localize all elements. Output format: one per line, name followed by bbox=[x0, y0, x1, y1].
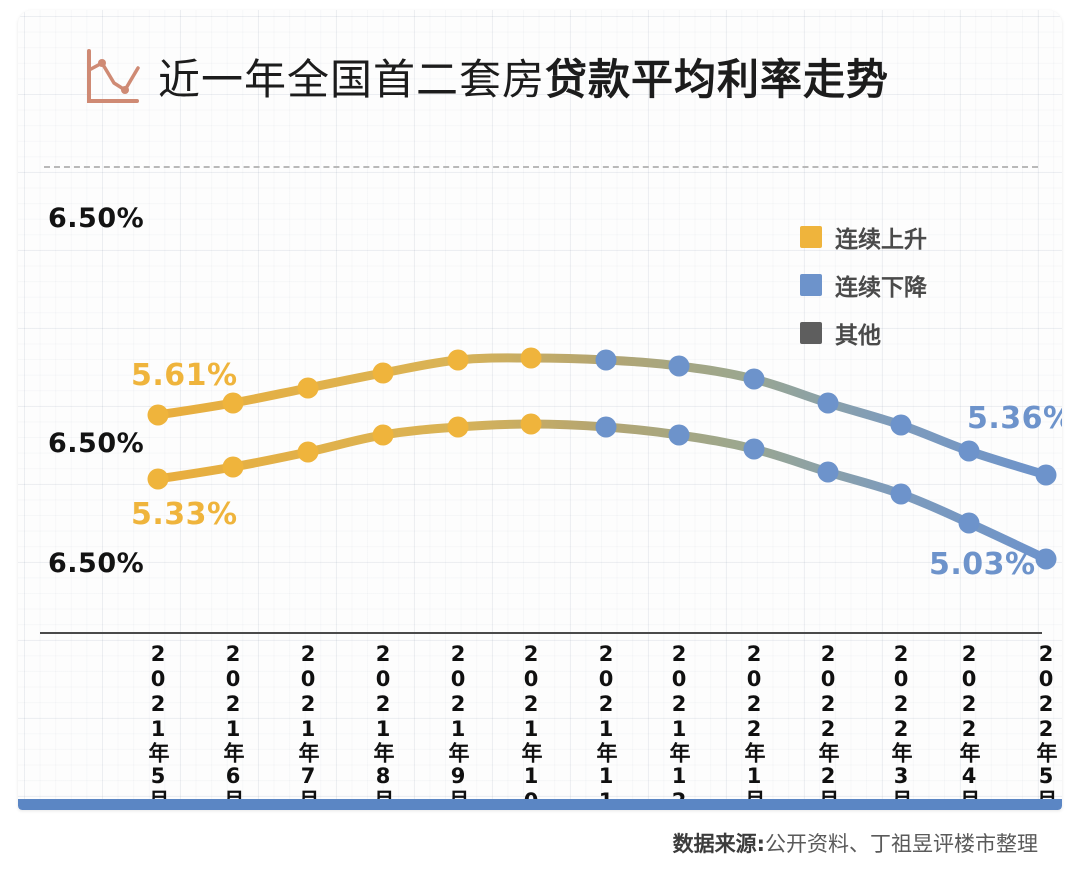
series-first-home bbox=[147, 347, 1057, 486]
x-tick-label-3: 2021年8月 bbox=[371, 642, 395, 810]
legend-item-other[interactable]: 其他 bbox=[800, 316, 927, 350]
y-tick-label-0: 6.50% bbox=[48, 203, 145, 234]
page-title-emphasis: 贷款平均利率走势 bbox=[545, 54, 890, 104]
y-tick-label-2: 6.50% bbox=[48, 548, 145, 579]
x-tick-label-10: 2022年3月 bbox=[889, 642, 913, 810]
legend-label-rising: 连续上升 bbox=[835, 227, 927, 253]
data-point[interactable] bbox=[1035, 548, 1057, 570]
data-point[interactable] bbox=[817, 392, 839, 414]
data-point[interactable] bbox=[447, 416, 469, 438]
legend-item-rising[interactable]: 连续上升 bbox=[800, 220, 927, 254]
data-point[interactable] bbox=[520, 347, 542, 369]
series-line bbox=[153, 419, 1051, 564]
x-tick-label-6: 2021年11月 bbox=[594, 642, 618, 810]
x-tick-label-8: 2022年1月 bbox=[742, 642, 766, 810]
data-point[interactable] bbox=[372, 362, 394, 384]
data-point[interactable] bbox=[958, 512, 980, 534]
data-point[interactable] bbox=[1035, 464, 1057, 486]
x-tick-label-4: 2021年9月 bbox=[446, 642, 470, 810]
data-point[interactable] bbox=[958, 440, 980, 462]
series-line bbox=[153, 353, 1051, 480]
data-point[interactable] bbox=[743, 438, 765, 460]
x-axis-tick-labels: 2021年5月 2021年6月 2021年7月 2021年8月 2021年9月 2021年… bbox=[18, 642, 1062, 810]
data-point[interactable] bbox=[297, 441, 319, 463]
chart-card: 近一年全国首二套房贷款平均利率走势 6.50% 6.50% 6.50% 连续上升… bbox=[18, 10, 1062, 810]
data-point[interactable] bbox=[817, 461, 839, 483]
header-divider bbox=[44, 166, 1038, 168]
source-value: 公开资料、丁祖昱评楼市整理 bbox=[765, 832, 1038, 856]
data-point[interactable] bbox=[447, 349, 469, 371]
page-title: 近一年全国首二套房贷款平均利率走势 bbox=[158, 46, 889, 107]
data-label-5.61: 5.61% bbox=[131, 358, 238, 393]
data-point[interactable] bbox=[222, 392, 244, 414]
data-point[interactable] bbox=[222, 456, 244, 478]
data-point[interactable] bbox=[147, 404, 169, 426]
card-header: 近一年全国首二套房贷款平均利率走势 bbox=[18, 10, 1062, 142]
legend-swatch-rising bbox=[800, 226, 822, 248]
source-label: 数据来源: bbox=[672, 832, 765, 856]
legend-swatch-other bbox=[800, 322, 822, 344]
x-tick-label-7: 2021年12月 bbox=[667, 642, 691, 810]
legend-swatch-falling bbox=[800, 274, 822, 296]
data-label-5.03: 5.03% bbox=[929, 547, 1036, 582]
x-tick-label-2: 2021年7月 bbox=[296, 642, 320, 810]
data-point[interactable] bbox=[668, 424, 690, 446]
y-tick-label-1: 6.50% bbox=[48, 428, 145, 459]
x-tick-label-9: 2022年2月 bbox=[816, 642, 840, 810]
legend-label-other: 其他 bbox=[835, 323, 881, 349]
data-label-5.36: 5.36% bbox=[967, 401, 1062, 436]
legend-label-falling: 连续下降 bbox=[835, 275, 927, 301]
series-layer bbox=[147, 347, 1057, 570]
data-point[interactable] bbox=[147, 468, 169, 490]
x-axis-line bbox=[40, 632, 1042, 634]
source-footer: 数据来源:公开资料、丁祖昱评楼市整理 bbox=[0, 828, 1080, 858]
chart-legend: 连续上升 连续下降 其他 bbox=[800, 220, 927, 350]
data-point[interactable] bbox=[372, 424, 394, 446]
series-second-home bbox=[147, 413, 1057, 570]
data-point[interactable] bbox=[520, 413, 542, 435]
data-point[interactable] bbox=[595, 416, 617, 438]
line-chart-icon bbox=[87, 49, 140, 103]
x-tick-label-1: 2021年6月 bbox=[221, 642, 245, 810]
x-tick-label-0: 2021年5月 bbox=[146, 642, 170, 810]
legend-item-falling[interactable]: 连续下降 bbox=[800, 268, 927, 302]
data-point[interactable] bbox=[890, 483, 912, 505]
data-point[interactable] bbox=[743, 368, 765, 390]
data-point[interactable] bbox=[890, 414, 912, 436]
card-bottom-accent-bar bbox=[18, 799, 1062, 810]
data-label-5.33: 5.33% bbox=[131, 497, 238, 532]
page-title-prefix: 近一年全国首二套房 bbox=[158, 54, 546, 104]
x-tick-label-11: 2022年4月 bbox=[957, 642, 981, 810]
data-point[interactable] bbox=[668, 355, 690, 377]
x-tick-label-12: 2022年5月 bbox=[1034, 642, 1058, 810]
data-point[interactable] bbox=[595, 349, 617, 371]
data-point[interactable] bbox=[297, 377, 319, 399]
x-tick-label-5: 2021年10月 bbox=[519, 642, 543, 810]
